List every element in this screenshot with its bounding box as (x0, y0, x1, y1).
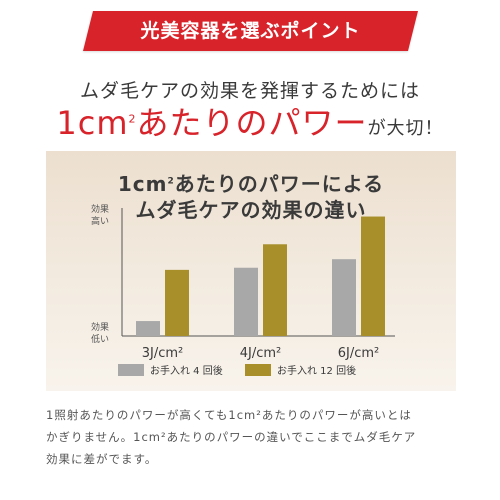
chart-title-line-2: ムダ毛ケアの効果の違い (135, 198, 367, 222)
bar-4-sessions-0 (136, 321, 160, 336)
chart-title-sup: 2 (167, 176, 175, 187)
y-tick-low: 低い (91, 333, 109, 345)
footnote-line-3: 効果に差がでます。 (46, 452, 158, 466)
lead-emphasis-num: 1cm (56, 104, 129, 142)
legend-label: お手入れ 12 回後 (277, 364, 356, 377)
footnote-line-1: 1照射あたりのパワーが高くても1cm²あたりのパワーが高いとは (46, 408, 412, 422)
lead-emphasis: 1cm2あたりのパワー (56, 104, 367, 142)
chart-title-line-1: 1cm2あたりのパワーによる (46, 168, 456, 197)
lead-emphasis-sup: 2 (128, 112, 137, 126)
banner-label: 光美容器を選ぶポイント (140, 20, 361, 42)
lead-tail: が大切！ (367, 118, 444, 139)
legend-swatch (245, 364, 271, 376)
footnote: 1照射あたりのパワーが高くても1cm²あたりのパワーが高いとは かぎりません。1… (46, 404, 466, 470)
lead-emphasis-text: あたりのパワー (136, 104, 368, 142)
x-tick-label: 6J/cm² (338, 346, 380, 361)
bar-12-sessions-0 (165, 269, 189, 336)
y-tick-high: 効果 (91, 203, 109, 215)
legend-label: お手入れ 4 回後 (150, 364, 223, 377)
banner: 光美容器を選ぶポイント (0, 0, 500, 62)
x-tick-label: 3J/cm² (142, 346, 184, 361)
bar-4-sessions-2 (332, 259, 356, 336)
legend-swatch (118, 364, 144, 376)
bar-4-sessions-1 (234, 267, 258, 336)
chart-title-num: 1cm (117, 172, 168, 196)
x-tick-label: 4J/cm² (240, 346, 282, 361)
lead-line-1: ムダ毛ケアの効果を発揮するためには (79, 80, 420, 102)
y-tick-low: 効果 (91, 321, 109, 333)
y-tick-high: 高い (91, 215, 109, 227)
bar-12-sessions-2 (361, 216, 385, 336)
bar-12-sessions-1 (263, 244, 287, 336)
lead-line-2: 1cm2あたりのパワーが大切！ (0, 98, 500, 144)
footnote-line-2: かぎりません。1cm²あたりのパワーの違いでここまでムダ毛ケア (46, 430, 417, 444)
chart-title-text: あたりのパワーによる (174, 172, 385, 196)
